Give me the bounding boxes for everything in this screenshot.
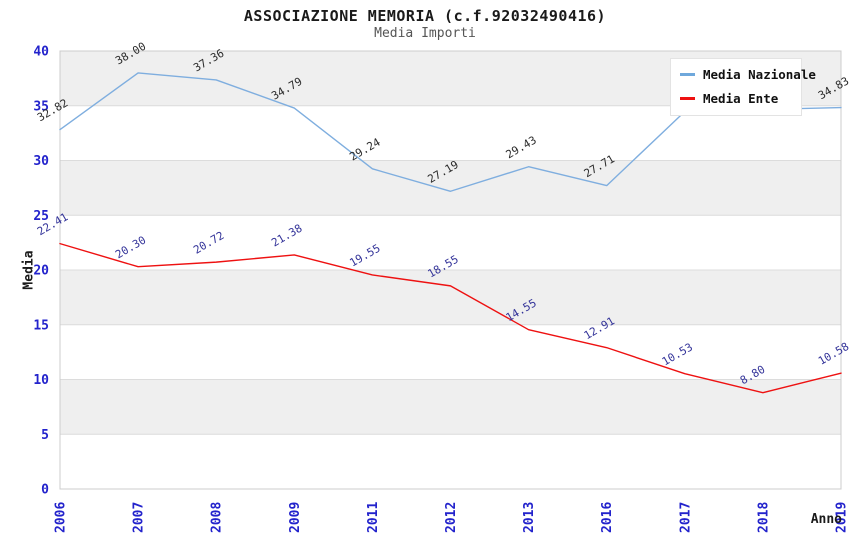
y-tick-label-15: 15: [33, 318, 49, 333]
y-tick-label-40: 40: [33, 45, 49, 60]
chart-subtitle: Media Importi: [374, 26, 476, 41]
chart-title: ASSOCIAZIONE MEMORIA (c.f.92032490416): [243, 7, 607, 25]
y-tick-label-30: 30: [33, 154, 49, 169]
y-tick-label-0: 0: [41, 483, 49, 498]
y-tick-label-25: 25: [33, 209, 49, 224]
legend-item-label: Media Ente: [703, 91, 779, 106]
grid-band: [60, 270, 841, 325]
legend-item-media-nazionale: Media Nazionale: [680, 67, 816, 82]
plot-border: [59, 50, 842, 490]
x-tick-label-2019: 2019: [835, 502, 850, 533]
legend-swatch-icon: [680, 97, 695, 100]
x-tick-label-2011: 2011: [366, 502, 381, 533]
y-tick-label-5: 5: [41, 428, 49, 443]
chart-legend: Media Nazionale Media Ente: [670, 58, 816, 116]
x-tick-label-2008: 2008: [210, 502, 225, 533]
legend-item-media-ente: Media Ente: [680, 91, 792, 106]
y-tick-label-10: 10: [33, 373, 49, 388]
y-axis-title: Media: [21, 250, 37, 290]
series-line-media-ente: [59, 242, 842, 394]
x-tick-label-2018: 2018: [756, 502, 771, 533]
y-tick-label-20: 20: [33, 264, 49, 279]
legend-swatch-icon: [680, 73, 695, 76]
grid-band: [60, 379, 841, 435]
x-tick-label-2013: 2013: [522, 502, 537, 533]
grid-band: [60, 434, 841, 489]
grid-band: [60, 160, 841, 216]
x-tick-label-2006: 2006: [54, 502, 69, 533]
x-tick-label-2009: 2009: [288, 502, 303, 533]
x-tick-label-2016: 2016: [600, 502, 615, 533]
y-tick-label-35: 35: [33, 99, 49, 114]
x-axis-title: Anno: [810, 512, 842, 527]
x-tick-label-2012: 2012: [444, 502, 459, 533]
x-tick-label-2017: 2017: [678, 502, 693, 533]
x-tick-label-2007: 2007: [132, 502, 147, 533]
legend-item-label: Media Nazionale: [703, 67, 816, 82]
grid-band: [60, 324, 841, 380]
grid-band: [60, 215, 841, 270]
